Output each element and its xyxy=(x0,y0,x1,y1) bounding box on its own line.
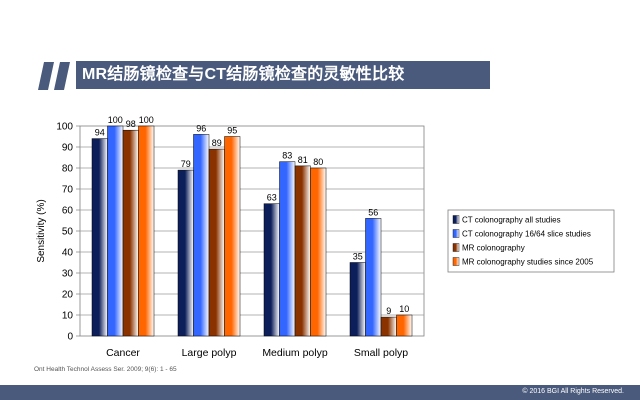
bar xyxy=(263,203,280,337)
bar xyxy=(294,165,311,337)
bar xyxy=(396,314,413,337)
footer-bar xyxy=(0,385,640,400)
x-tick-label: Large polyp xyxy=(182,347,237,359)
legend-swatch xyxy=(452,257,460,266)
bar-value-label: 9 xyxy=(386,306,391,316)
bar xyxy=(365,218,382,337)
bar xyxy=(380,316,397,337)
legend-label: CT colonography 16/64 slice studies xyxy=(462,230,591,239)
copyright-text: © 2016 BGI All Rights Reserved. xyxy=(522,388,624,395)
legend-swatch xyxy=(452,229,460,238)
y-tick-label: 100 xyxy=(56,122,73,133)
legend-label: MR colonography studies since 2005 xyxy=(462,258,594,267)
legend-box xyxy=(447,209,615,273)
y-tick-label: 90 xyxy=(62,143,74,154)
bar xyxy=(107,125,124,337)
double-quote-icon xyxy=(38,62,70,90)
bar-value-label: 63 xyxy=(267,193,277,203)
bar xyxy=(279,161,296,337)
legend: CT colonography all studies CT colonograp… xyxy=(447,209,615,273)
y-tick-label: 30 xyxy=(62,269,74,280)
y-tick-label: 0 xyxy=(67,332,73,343)
y-tick-label: 80 xyxy=(62,164,74,175)
bar-value-label: 100 xyxy=(108,115,123,125)
bar-value-label: 94 xyxy=(95,128,105,138)
y-tick-label: 60 xyxy=(62,206,74,217)
bar-value-label: 10 xyxy=(399,304,409,314)
y-tick-label: 20 xyxy=(62,290,74,301)
bar xyxy=(138,125,155,337)
bar-value-label: 96 xyxy=(196,123,206,133)
bar xyxy=(310,167,327,337)
bar-value-label: 79 xyxy=(181,159,191,169)
x-tick-label: Medium polyp xyxy=(262,347,328,359)
bar xyxy=(177,169,194,337)
bar xyxy=(122,129,139,337)
bar xyxy=(349,262,366,337)
bar-value-label: 35 xyxy=(353,252,363,262)
y-tick-label: 10 xyxy=(62,311,74,322)
source-note: Ont Health Technol Assess Ser. 2009; 9(6… xyxy=(34,366,177,373)
bar-value-label: 98 xyxy=(126,119,136,129)
bar-value-label: 56 xyxy=(368,207,378,217)
legend-swatch xyxy=(452,243,460,252)
bar-value-label: 83 xyxy=(282,151,292,161)
bar-value-label: 80 xyxy=(313,157,323,167)
y-tick-label: 50 xyxy=(62,227,74,238)
title-bar xyxy=(76,61,490,89)
bar xyxy=(91,138,108,337)
bar-value-label: 89 xyxy=(212,138,222,148)
x-tick-label: Small polyp xyxy=(354,347,408,359)
y-tick-label: 70 xyxy=(62,185,74,196)
bar xyxy=(208,148,225,337)
legend-swatch xyxy=(452,215,460,224)
y-tick-label: 40 xyxy=(62,248,74,259)
bar xyxy=(193,134,210,337)
bar-value-label: 95 xyxy=(227,126,237,136)
legend-label: MR colonography xyxy=(462,244,525,253)
slide-title: MR结肠镜检查与CT结肠镜检查的灵敏性比较 xyxy=(82,66,405,83)
y-axis-label: Sensitivity (%) xyxy=(36,199,47,262)
bar-value-label: 100 xyxy=(139,115,154,125)
bar xyxy=(224,136,241,337)
x-tick-label: Cancer xyxy=(106,347,140,359)
legend-label: CT colonography all studies xyxy=(462,216,561,225)
bar-value-label: 81 xyxy=(298,155,308,165)
